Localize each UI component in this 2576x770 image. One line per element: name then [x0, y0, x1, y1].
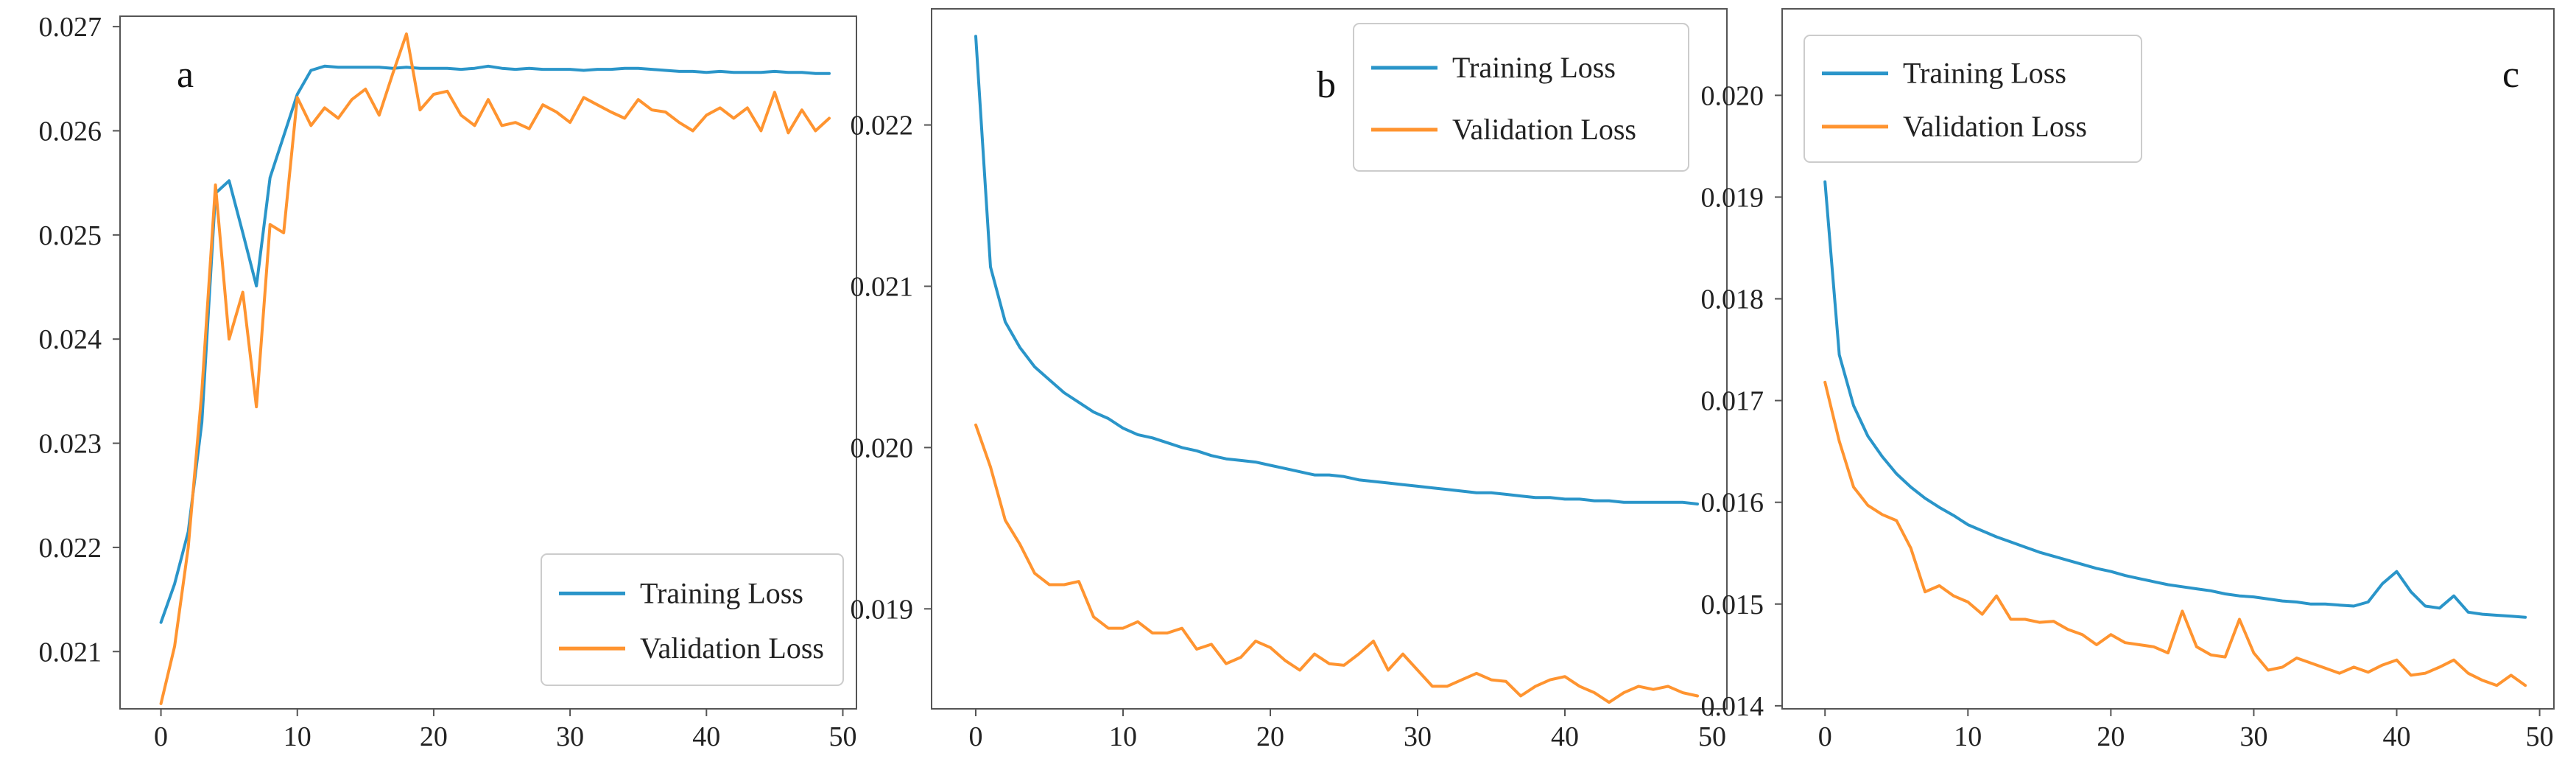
panel-a-ytick-label: 0.026	[39, 116, 102, 147]
chart-panel-b: 0.019 0.020 0.021 0.022 0 10 20 30 40 50 Training …	[851, 8, 1728, 752]
panel-c-xtick-label: 50	[2526, 721, 2554, 752]
panel-a-validation-loss-line	[159, 32, 831, 705]
panel-c-letter: c	[2502, 54, 2519, 96]
panel-c-ytick-label: 0.016	[1701, 488, 1764, 519]
panel-b-training-loss-line	[974, 35, 1699, 505]
panel-b-ytick-label: 0.019	[851, 594, 914, 625]
panel-a-ytick-label: 0.025	[39, 220, 102, 251]
panel-b-ytick-label: 0.020	[851, 433, 914, 463]
panel-b-ytick-label: 0.022	[851, 111, 914, 141]
chart-panel-a: 0.021 0.022 0.023 0.024 0.025 0.026 0.027 0 10 20…	[39, 12, 857, 752]
panel-c-legend-label-validation: Validation Loss	[1903, 110, 2087, 143]
panel-c-training-loss-line	[1823, 180, 2527, 619]
panel-a-ytick-label: 0.024	[39, 324, 102, 355]
panel-c-ytick-label: 0.014	[1701, 691, 1764, 722]
panel-c-axes-frame	[1781, 8, 2555, 710]
panel-c-ytick-label: 0.019	[1701, 182, 1764, 213]
panel-a-training-loss-line	[159, 64, 831, 624]
panel-b-legend-label-validation: Validation Loss	[1452, 113, 1636, 146]
panel-a-xtick-label: 10	[284, 721, 312, 752]
chart-panel-c: 0.014 0.015 0.016 0.017 0.018 0.019 0.020 0 10 20…	[1701, 8, 2555, 752]
panel-a-xtick-label: 40	[692, 721, 720, 752]
panel-a-ytick-label: 0.021	[39, 637, 102, 668]
panel-a-ytick-label: 0.023	[39, 429, 102, 460]
panel-a-xtick-label: 20	[420, 721, 448, 752]
panel-a-legend	[541, 553, 844, 686]
panel-c-xtick-label: 0	[1818, 721, 1832, 752]
panel-b-xtick-label: 20	[1256, 721, 1284, 752]
panel-a-ytick-label: 0.027	[39, 12, 102, 43]
panel-c-legend	[1803, 35, 2142, 163]
panel-b-xtick-label: 10	[1109, 721, 1137, 752]
panel-a-axes-frame	[119, 15, 857, 710]
panel-b-xtick-label: 30	[1404, 721, 1432, 752]
panel-b-letter: b	[1317, 64, 1336, 106]
panel-c-ytick-label: 0.020	[1701, 80, 1764, 111]
panel-c-ytick-label: 0.015	[1701, 589, 1764, 620]
panel-c-ytick-label: 0.017	[1701, 386, 1764, 417]
panel-b-xtick-label: 40	[1551, 721, 1579, 752]
panel-c-ytick-label: 0.018	[1701, 284, 1764, 315]
panel-a-legend-label-validation: Validation Loss	[640, 631, 824, 665]
panel-a-ytick-label: 0.022	[39, 533, 102, 564]
panel-a-xtick-label: 30	[556, 721, 584, 752]
panel-c-xtick-label: 20	[2097, 721, 2125, 752]
panel-c-xtick-label: 40	[2383, 721, 2411, 752]
panel-c-xtick-label: 30	[2239, 721, 2267, 752]
panel-a-xtick-label: 0	[154, 721, 168, 752]
panel-a-letter: a	[177, 54, 194, 96]
panel-b-validation-loss-line	[974, 423, 1699, 704]
panel-b-ytick-label: 0.021	[851, 271, 914, 302]
panel-b-xtick-label: 0	[969, 721, 983, 752]
panel-c-validation-loss-line	[1823, 380, 2527, 687]
panel-c-legend-label-training: Training Loss	[1903, 57, 2066, 90]
panel-b-legend	[1353, 23, 1689, 172]
panel-b-xtick-label: 50	[1698, 721, 1726, 752]
panel-b-legend-label-training: Training Loss	[1452, 51, 1616, 84]
panel-a-legend-label-training: Training Loss	[640, 576, 803, 609]
panel-b-axes-frame	[931, 8, 1728, 710]
panel-a-xtick-label: 50	[828, 721, 856, 752]
panel-c-xtick-label: 10	[1954, 721, 1982, 752]
